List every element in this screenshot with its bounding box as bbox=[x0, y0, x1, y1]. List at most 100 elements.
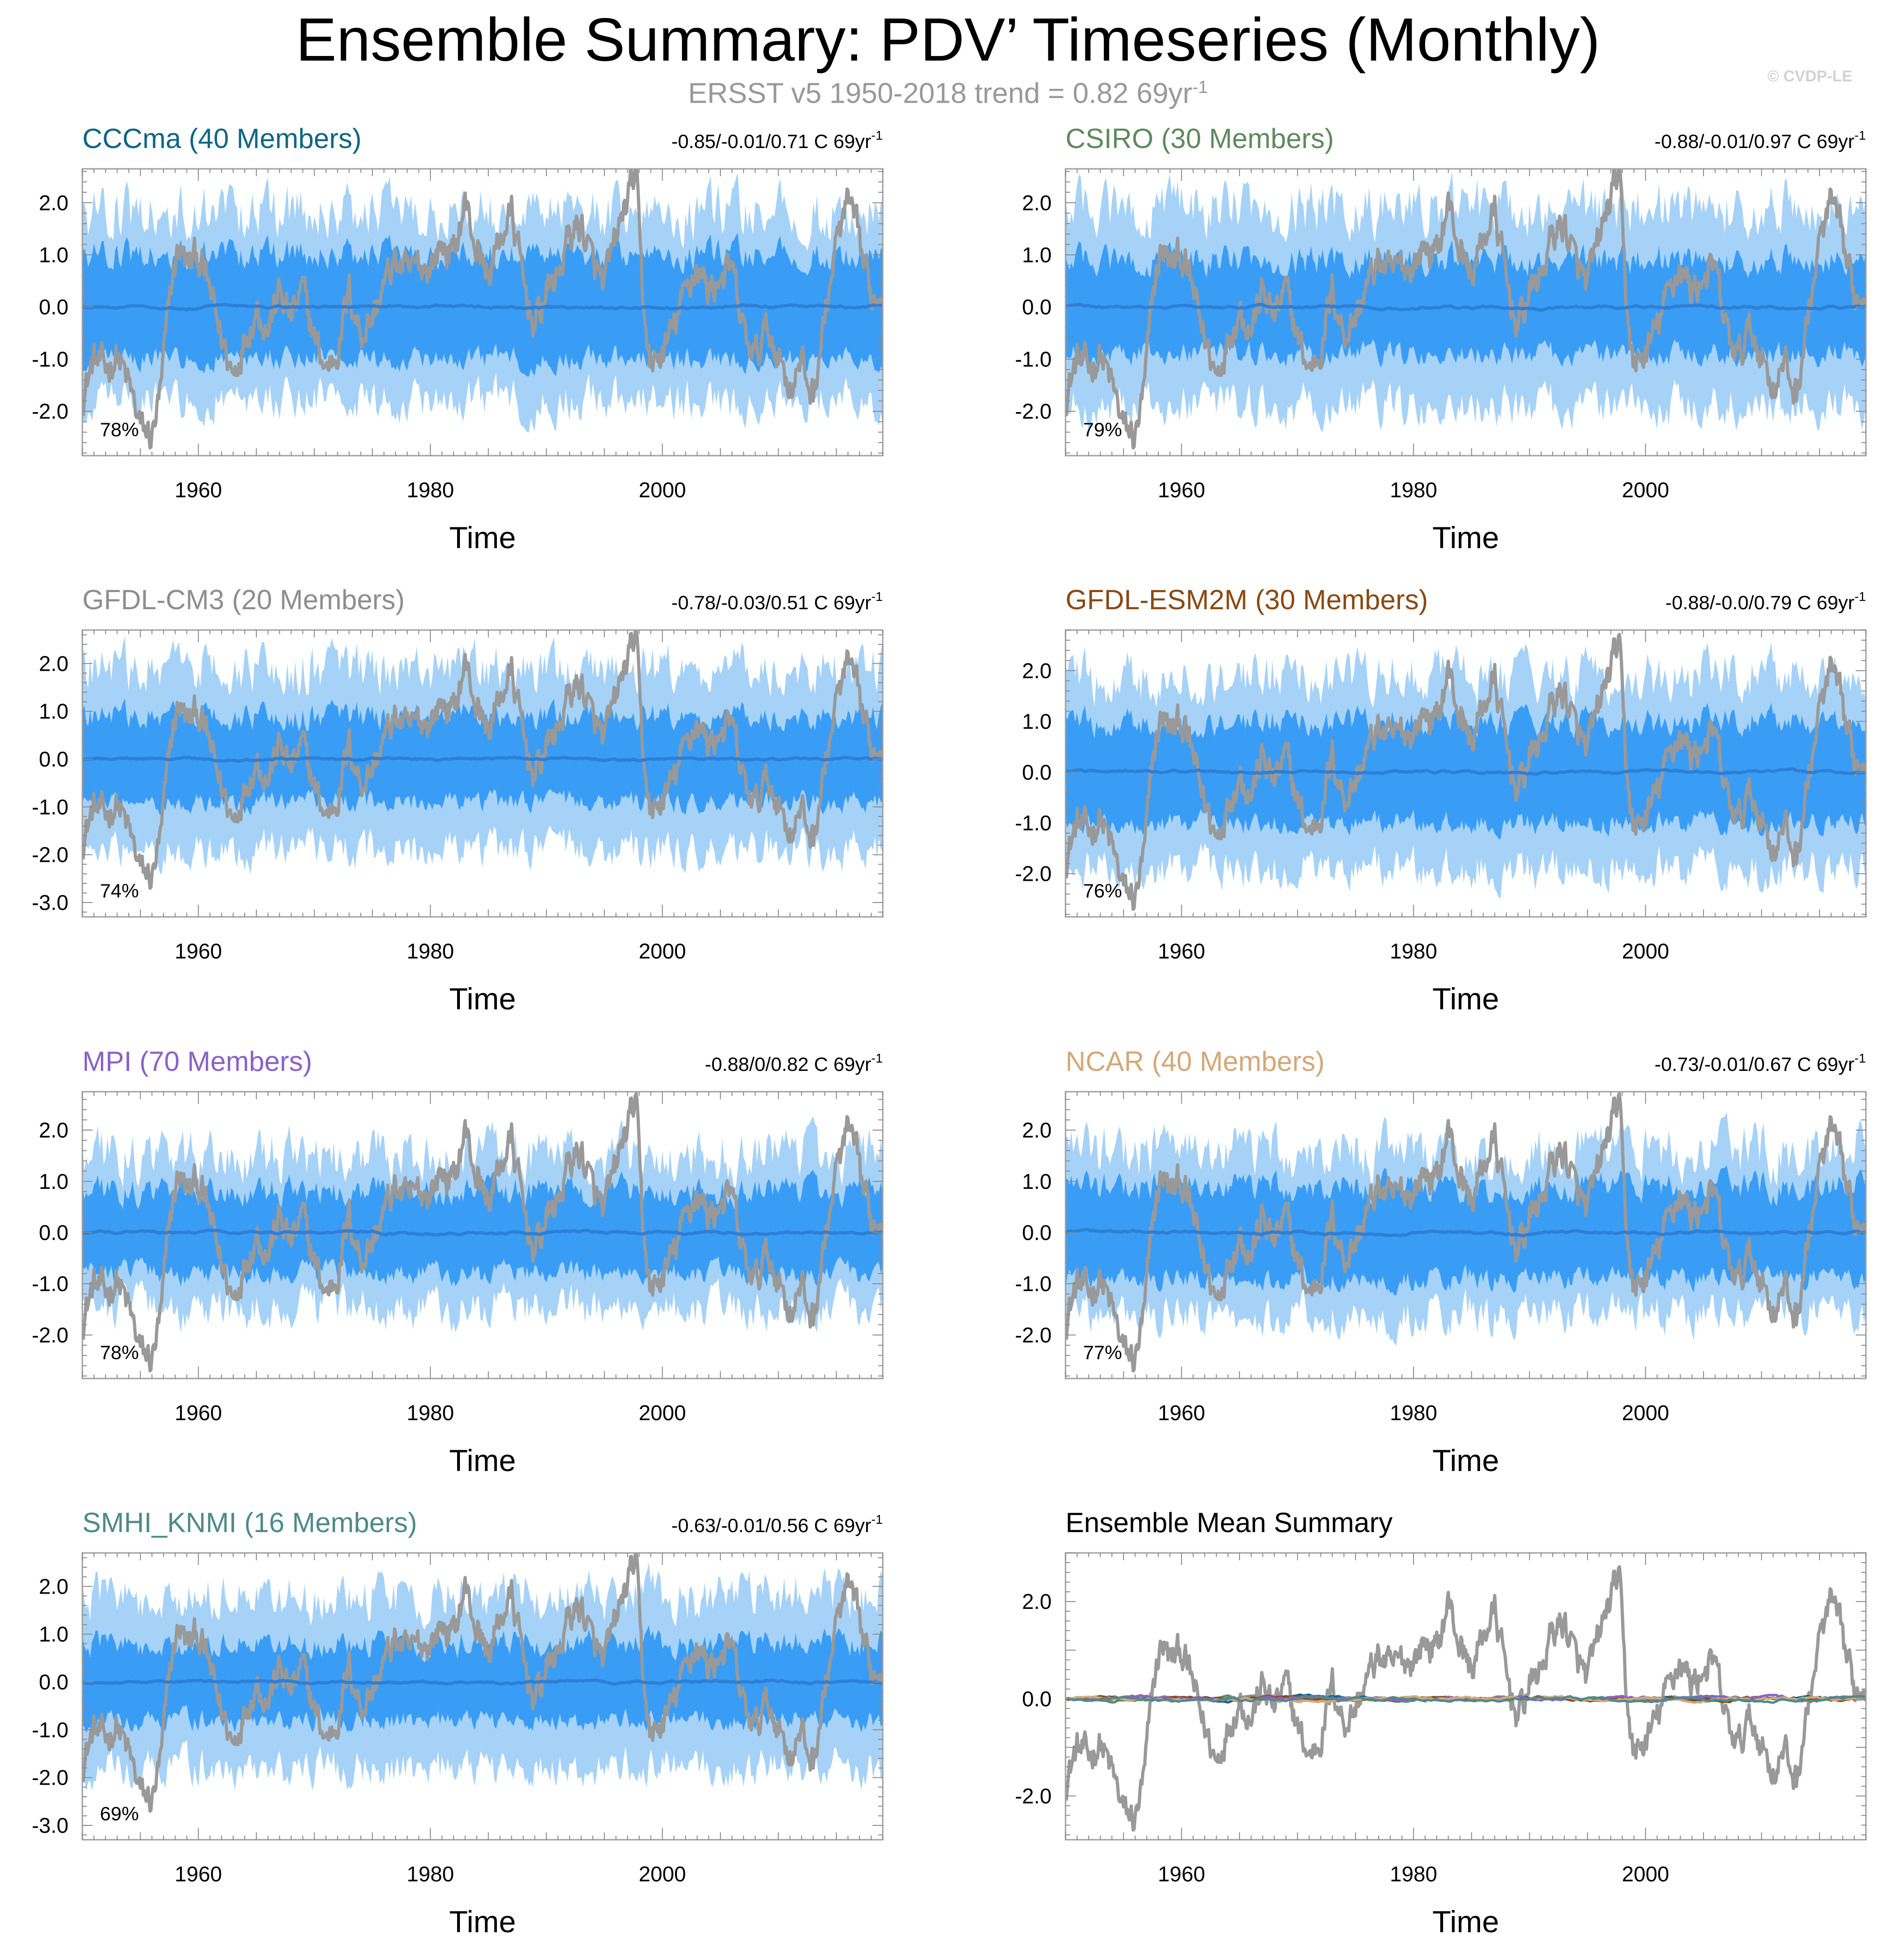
x-axis-label: Time bbox=[1432, 1904, 1499, 1939]
figure-title: Ensemble Summary: PDV’ Timeseries (Month… bbox=[296, 6, 1600, 74]
y-tick-label: -2.0 bbox=[32, 843, 68, 867]
observed-line bbox=[1066, 1092, 1866, 1373]
panel-percent: 74% bbox=[100, 880, 139, 902]
copyright-label: © CVDP-LE bbox=[1767, 68, 1853, 85]
x-tick-label: 2000 bbox=[1622, 1862, 1669, 1886]
y-tick-label: -1.0 bbox=[1015, 811, 1052, 835]
y-tick-label: 2.0 bbox=[39, 651, 68, 675]
x-tick-label: 2000 bbox=[638, 939, 686, 963]
panel-stats: -0.88/0/0.82 C 69yr-1 bbox=[705, 1051, 883, 1075]
y-tick-label: 1.0 bbox=[1022, 243, 1052, 267]
x-tick-label: 1960 bbox=[175, 939, 222, 963]
panel-title: GFDL-ESM2M (30 Members) bbox=[1066, 584, 1428, 615]
panel-title: GFDL-CM3 (20 Members) bbox=[82, 584, 405, 615]
y-tick-label: -1.0 bbox=[32, 347, 68, 371]
x-tick-label: 1960 bbox=[1158, 478, 1205, 502]
y-tick-label: 1.0 bbox=[39, 1622, 68, 1646]
y-tick-label: 0.0 bbox=[39, 1220, 68, 1244]
y-tick-label: 1.0 bbox=[39, 1169, 68, 1193]
y-tick-label: -3.0 bbox=[32, 890, 68, 915]
subtitle-superscript: -1 bbox=[1192, 78, 1208, 97]
panel-7: 1960 1980 2000 2.0 0.0 -2.0 Time Ensemble Mean … bbox=[1015, 1507, 1867, 1939]
y-tick-label: -2.0 bbox=[1015, 1323, 1052, 1347]
panel-stats: -0.88/-0.0/0.79 C 69yr-1 bbox=[1666, 589, 1866, 613]
panel-3: 1960 1980 2000 2.0 1.0 0.0 -1.0 -2.0 Time GFDL-ES… bbox=[1015, 584, 1867, 1016]
ensemble-mean-line bbox=[82, 755, 883, 763]
x-axis-label: Time bbox=[1432, 982, 1499, 1016]
y-tick-label: 1.0 bbox=[1022, 710, 1052, 734]
y-tick-label: 1.0 bbox=[39, 699, 68, 723]
x-tick-label: 2000 bbox=[638, 1401, 686, 1425]
subtitle-text: ERSST v5 1950-2018 trend = 0.82 69yr bbox=[688, 77, 1192, 110]
panel-stats: -0.88/-0.01/0.97 C 69yr-1 bbox=[1654, 128, 1866, 152]
y-tick-label: 2.0 bbox=[1022, 191, 1052, 215]
x-tick-label: 1980 bbox=[407, 1862, 454, 1886]
plot-frame bbox=[1065, 1552, 1867, 1841]
y-tick-label: 1.0 bbox=[1022, 1169, 1052, 1193]
panel-stats: -0.85/-0.01/0.71 C 69yr-1 bbox=[671, 128, 883, 152]
y-tick-label: 2.0 bbox=[39, 1118, 68, 1142]
inner-spread-band bbox=[1066, 240, 1866, 368]
observed-line bbox=[1066, 632, 1866, 911]
y-tick-label: -1.0 bbox=[32, 1718, 68, 1742]
ensemble-mean-line bbox=[1066, 1227, 1866, 1238]
panel-4: 1960 1980 2000 2.0 1.0 0.0 -1.0 -2.0 Time MPI (70… bbox=[32, 1046, 884, 1478]
ensemble-mean-line bbox=[82, 1678, 883, 1686]
y-tick-label: -2.0 bbox=[32, 1323, 68, 1347]
x-tick-label: 1980 bbox=[1390, 939, 1437, 963]
x-tick-label: 2000 bbox=[1622, 1401, 1669, 1425]
x-axis-label: Time bbox=[1432, 1443, 1499, 1478]
x-tick-label: 2000 bbox=[1622, 939, 1669, 963]
x-tick-label: 1980 bbox=[407, 478, 454, 502]
panel-percent: 78% bbox=[100, 419, 139, 440]
x-axis-label: Time bbox=[1432, 520, 1499, 555]
panel-stats: -0.63/-0.01/0.56 C 69yr-1 bbox=[671, 1512, 883, 1536]
ensemble-mean-line bbox=[1066, 303, 1866, 312]
y-tick-label: -3.0 bbox=[32, 1813, 68, 1837]
y-tick-label: -2.0 bbox=[32, 399, 68, 423]
x-axis-label: Time bbox=[449, 520, 516, 555]
panel-5: 1960 1980 2000 2.0 1.0 0.0 -1.0 -2.0 Time NCAR (4… bbox=[1015, 1046, 1867, 1478]
x-tick-label: 1980 bbox=[407, 939, 454, 963]
panel-stats: -0.78/-0.03/0.51 C 69yr-1 bbox=[671, 589, 883, 613]
x-tick-label: 1980 bbox=[1390, 1401, 1437, 1425]
observed-line bbox=[82, 169, 883, 450]
panel-percent: 78% bbox=[100, 1342, 139, 1363]
panel-title: Ensemble Mean Summary bbox=[1066, 1507, 1393, 1538]
y-tick-label: 2.0 bbox=[39, 1574, 68, 1598]
ensemble-mean-line bbox=[1066, 767, 1866, 776]
y-tick-label: 2.0 bbox=[1022, 1118, 1052, 1142]
inner-spread-band bbox=[82, 1170, 883, 1287]
panel-percent: 69% bbox=[100, 1803, 139, 1824]
y-tick-label: 0.0 bbox=[39, 747, 68, 771]
panel-percent: 77% bbox=[1083, 1342, 1122, 1363]
panel-title: SMHI_KNMI (16 Members) bbox=[82, 1507, 417, 1538]
y-tick-label: 0.0 bbox=[39, 1670, 68, 1694]
y-tick-label: 0.0 bbox=[1022, 1220, 1052, 1244]
y-tick-label: -2.0 bbox=[1015, 862, 1052, 886]
x-tick-label: 1960 bbox=[1158, 1401, 1205, 1425]
y-tick-label: 2.0 bbox=[39, 191, 68, 215]
plot-frame bbox=[81, 629, 884, 918]
y-tick-label: 0.0 bbox=[1022, 1687, 1052, 1711]
inner-spread-band bbox=[82, 1625, 883, 1733]
x-tick-label: 2000 bbox=[638, 1862, 686, 1886]
panel-title: CCCma (40 Members) bbox=[82, 123, 361, 154]
observed-line bbox=[1066, 169, 1866, 450]
plot-frame bbox=[1065, 1091, 1867, 1379]
observed-line bbox=[82, 630, 883, 890]
inner-spread-band bbox=[82, 232, 883, 377]
x-tick-label: 1980 bbox=[407, 1401, 454, 1425]
panel-title: NCAR (40 Members) bbox=[1066, 1046, 1325, 1077]
y-tick-label: 0.0 bbox=[1022, 760, 1052, 784]
x-tick-label: 1960 bbox=[175, 478, 222, 502]
plot-frame bbox=[81, 1091, 884, 1379]
panel-1: 1960 1980 2000 2.0 1.0 0.0 -1.0 -2.0 Time CSIRO (… bbox=[1015, 123, 1867, 555]
x-tick-label: 1980 bbox=[1390, 478, 1437, 502]
plot-frame bbox=[1065, 168, 1867, 457]
x-tick-label: 1960 bbox=[175, 1401, 222, 1425]
ensemble-mean-line bbox=[82, 303, 883, 312]
panel-6: 1960 1980 2000 2.0 1.0 0.0 -1.0 -2.0 -3.0 Time SMH… bbox=[32, 1507, 884, 1939]
y-tick-label: -2.0 bbox=[32, 1766, 68, 1790]
